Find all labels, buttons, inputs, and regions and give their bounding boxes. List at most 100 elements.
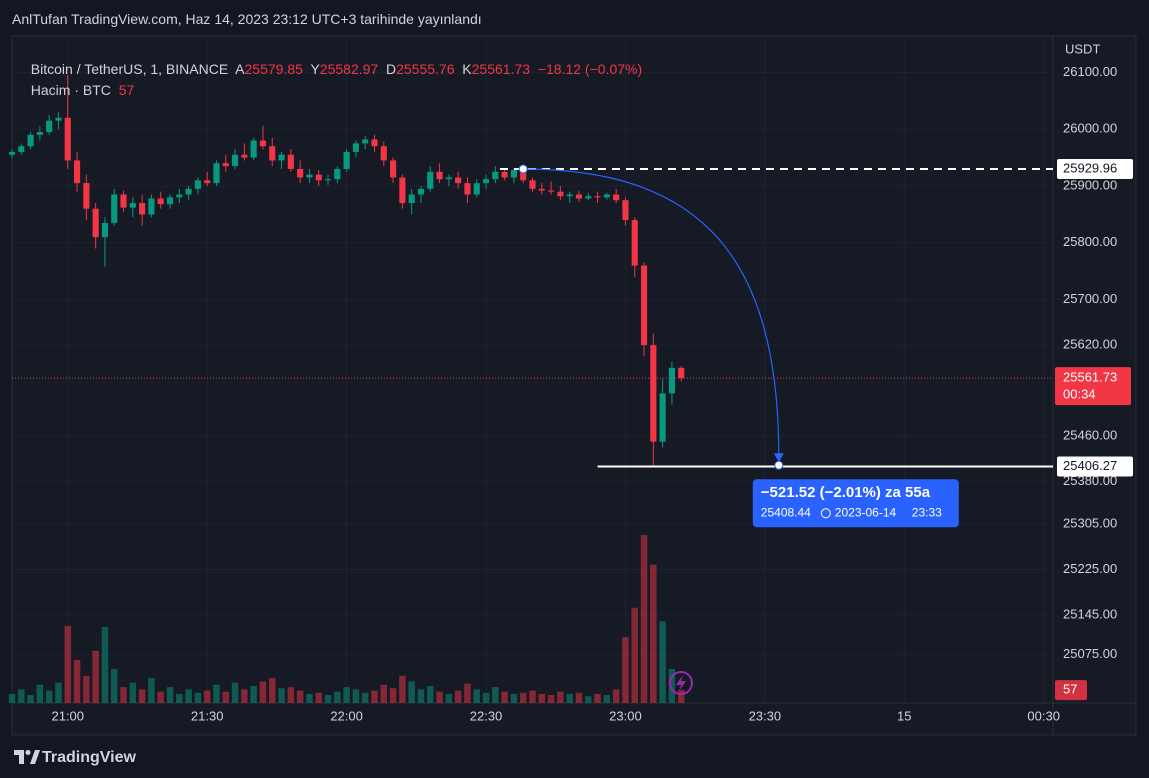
measure-change: −521.52 (−2.01%) za 55a [761,484,931,501]
volume-bar [538,693,546,703]
candle-body [352,143,359,152]
volume-bar [278,688,285,703]
candle-body [157,198,164,205]
volume-bar [166,687,174,703]
candle-body [640,265,648,346]
y-tick-label: 25145.00 [1063,606,1117,621]
candle-body [622,200,629,221]
candle-body [241,154,248,158]
volume-bar [176,693,183,703]
volume-bar [92,650,99,703]
candle-body [111,194,118,223]
volume-bar [296,690,304,703]
volume-bar [668,668,676,703]
volume-bar [250,685,257,703]
candle-body [464,183,471,195]
candle-body [492,171,499,180]
volume-bar [622,637,629,703]
volume-bar [157,691,164,703]
volume-bar [343,687,350,703]
volume-bar [222,691,230,703]
candle-body [445,177,452,180]
volume-bar [519,692,527,703]
candle-body [436,171,443,180]
volume-bar [417,689,425,703]
low-value: 25555.76 [396,61,455,77]
grid [12,36,1053,703]
volume-layer [8,535,685,703]
volume-bar [371,690,378,703]
candle-body [473,183,480,195]
volume-bar [547,695,555,703]
volume-bar [603,695,611,703]
change: −18.12 (−0.07%) [537,61,643,77]
volume-bar [334,691,341,703]
open-label: A [235,61,245,77]
horizontal-line-box [1057,456,1133,477]
volume-bar [55,682,62,703]
volume-bar [36,684,44,703]
candle-body [501,171,508,178]
candle-body [380,146,387,161]
candle-body [455,177,462,184]
candle-body [306,174,313,178]
y-tick-label: 26100.00 [1063,64,1117,79]
volume-title: Hacim · BTC [30,82,111,98]
candle-body [557,191,564,197]
candle-body [334,168,341,180]
candle-body [575,194,583,199]
high-value: 25582.97 [319,61,379,77]
y-tick-label: 26000.00 [1063,121,1117,136]
last-volume-label: 57 [1063,682,1077,697]
volume-bar [241,689,248,703]
candle-body [417,188,425,195]
candle-body [148,198,155,215]
volume-bar [138,689,146,703]
candle-body [250,140,257,158]
x-tick-label: 23:30 [749,708,782,723]
volume-bar [110,668,118,703]
x-tick-label: 21:30 [191,708,224,723]
volume-bar [529,690,536,703]
measure-end [774,460,784,470]
horizontal-line-box [1057,158,1133,179]
x-tick-label: 22:30 [470,708,503,723]
lightning-bolt [676,675,686,691]
y-tick-label: 25900.00 [1063,177,1117,192]
candle-body [678,367,685,379]
candle-body [27,134,34,147]
y-tick-label: 25800.00 [1063,234,1117,249]
volume-bar [306,693,313,703]
volume-bar [640,535,648,703]
countdown-label: 00:34 [1063,387,1096,402]
candle-body [482,179,490,184]
volume-bar [677,690,685,703]
measure-time: 23:33 [912,505,942,519]
candle-body [55,117,62,121]
candle-body [194,180,201,189]
measure-price: 25408.44 [761,505,811,519]
candle-body [259,140,267,147]
candle-body [185,188,192,195]
lightning-icon[interactable] [669,671,693,695]
measure-start [518,164,528,174]
x-tick-label: 21:00 [51,708,84,723]
volume-bar [557,691,564,703]
volume-bar [482,692,490,703]
candle-body [222,163,229,167]
candle-body [362,139,369,144]
volume-bar [631,607,638,703]
candle-body [631,220,638,266]
volume-bar [231,682,239,703]
horizontal-line-label: 25406.27 [1063,458,1117,473]
volume-bar [510,693,518,703]
close-label: K [462,61,472,77]
y-tick-label: 25305.00 [1063,515,1117,530]
last-price-label: 25561.73 [1063,370,1117,385]
last-price-box [1055,367,1131,406]
candle-body [176,194,183,198]
candle-body [64,117,71,161]
volume-bar [203,690,211,703]
page-title: AnlTufan TradingView.com, Haz 14, 2023 2… [12,11,482,27]
